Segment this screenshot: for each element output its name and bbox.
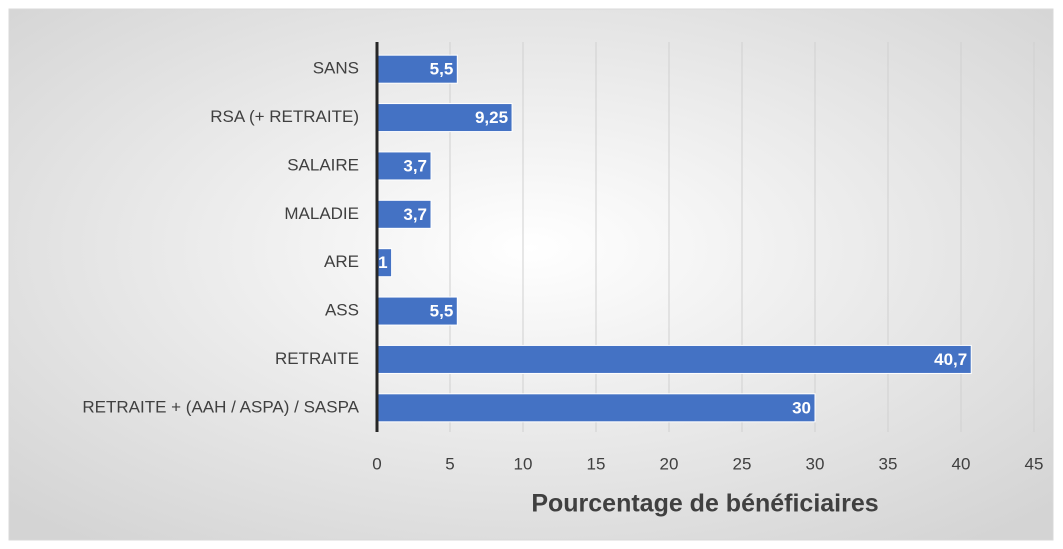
- y-tick-label: ARE: [324, 252, 359, 271]
- data-label: 30: [792, 398, 811, 417]
- x-tick-label: 10: [514, 454, 533, 473]
- data-label: 3,7: [403, 156, 427, 175]
- y-tick-label: RETRAITE: [275, 349, 359, 368]
- bar: [376, 54, 458, 84]
- y-tick-label: RSA (+ RETRAITE): [210, 107, 359, 126]
- x-axis-title: Pourcentage de bénéficiaires: [531, 490, 878, 518]
- data-label: 9,25: [475, 108, 508, 127]
- y-tick-label: MALADIE: [284, 204, 359, 223]
- data-label: 40,7: [934, 350, 967, 369]
- x-tick-label: 30: [806, 454, 825, 473]
- chart-background: [8, 8, 1054, 541]
- x-tick-label: 40: [952, 454, 971, 473]
- y-tick-label: SALAIRE: [287, 155, 359, 174]
- x-tick-label: 45: [1025, 454, 1044, 473]
- y-tick-label: SANS: [313, 59, 359, 78]
- x-tick-label: 0: [372, 454, 381, 473]
- x-tick-label: 25: [733, 454, 752, 473]
- data-label: 5,5: [430, 60, 454, 79]
- y-tick-label: RETRAITE + (AAH / ASPA) / SASPA: [82, 397, 359, 416]
- data-label: 1: [378, 253, 387, 272]
- y-tick-label: ASS: [325, 301, 359, 320]
- x-tick-label: 35: [879, 454, 898, 473]
- bar: [376, 344, 972, 374]
- x-tick-label: 15: [587, 454, 606, 473]
- x-tick-label: 20: [660, 454, 679, 473]
- data-label: 3,7: [403, 205, 427, 224]
- bar: [376, 393, 816, 423]
- data-label: 5,5: [430, 302, 454, 321]
- bar: [376, 151, 432, 181]
- x-tick-label: 5: [445, 454, 454, 473]
